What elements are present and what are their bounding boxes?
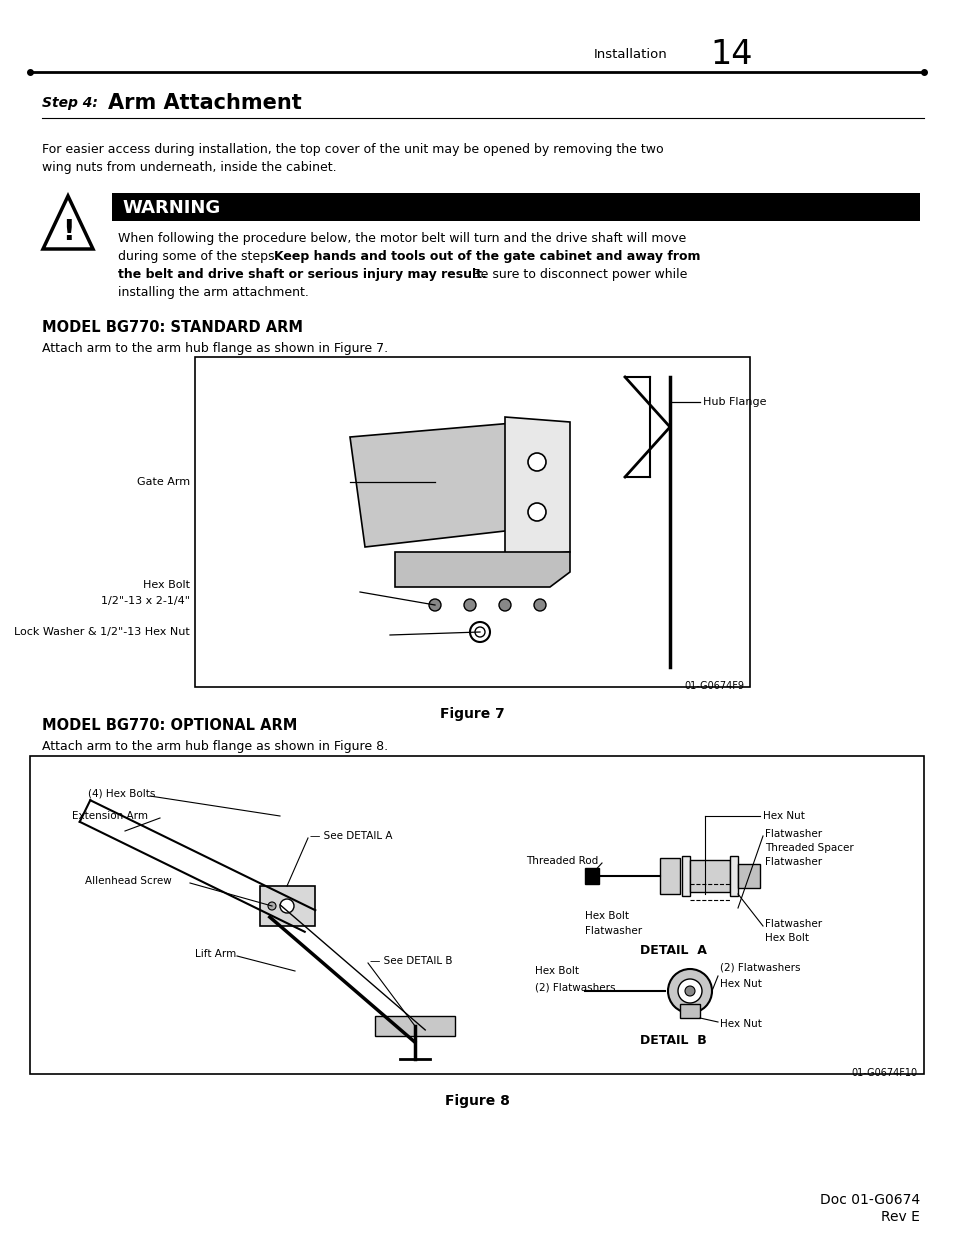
Text: Rev E: Rev E xyxy=(881,1210,919,1224)
Circle shape xyxy=(268,902,275,910)
Circle shape xyxy=(498,599,511,611)
Bar xyxy=(681,856,689,897)
Text: Hex Nut: Hex Nut xyxy=(720,1019,761,1029)
Text: Step 4:: Step 4: xyxy=(42,96,98,110)
Text: WARNING: WARNING xyxy=(122,199,220,217)
Text: DETAIL  B: DETAIL B xyxy=(639,1035,706,1047)
Text: 1/2"-13 x 2-1/4": 1/2"-13 x 2-1/4" xyxy=(101,597,190,606)
Text: Extension Arm: Extension Arm xyxy=(71,811,148,821)
Circle shape xyxy=(684,986,695,995)
Text: installing the arm attachment.: installing the arm attachment. xyxy=(118,287,309,299)
Text: (2) Flatwashers: (2) Flatwashers xyxy=(535,983,615,993)
Bar xyxy=(689,860,729,892)
Text: during some of the steps.: during some of the steps. xyxy=(118,249,286,263)
Text: Be sure to disconnect power while: Be sure to disconnect power while xyxy=(463,268,687,282)
Text: the belt and drive shaft or serious injury may result.: the belt and drive shaft or serious inju… xyxy=(118,268,486,282)
Text: Hex Bolt: Hex Bolt xyxy=(535,966,578,976)
Text: Hub Flange: Hub Flange xyxy=(702,396,765,408)
Text: Hex Bolt: Hex Bolt xyxy=(143,580,190,590)
Circle shape xyxy=(470,622,490,642)
Text: DETAIL  A: DETAIL A xyxy=(639,945,706,957)
Text: Threaded Spacer: Threaded Spacer xyxy=(764,844,853,853)
Text: Lift Arm: Lift Arm xyxy=(194,948,236,960)
Text: Gate Arm: Gate Arm xyxy=(136,477,190,487)
Text: (2) Flatwashers: (2) Flatwashers xyxy=(720,963,800,973)
Circle shape xyxy=(280,899,294,913)
Text: (4) Hex Bolts: (4) Hex Bolts xyxy=(88,789,155,799)
Text: 01-G0674F10: 01-G0674F10 xyxy=(851,1068,917,1078)
Circle shape xyxy=(463,599,476,611)
Circle shape xyxy=(534,599,545,611)
Polygon shape xyxy=(395,552,569,587)
Text: Figure 7: Figure 7 xyxy=(439,706,504,721)
Text: Lock Washer & 1/2"-13 Hex Nut: Lock Washer & 1/2"-13 Hex Nut xyxy=(14,627,190,637)
Text: — See DETAIL A: — See DETAIL A xyxy=(310,831,392,841)
Text: Threaded Rod: Threaded Rod xyxy=(525,856,598,866)
Polygon shape xyxy=(375,1016,455,1036)
Circle shape xyxy=(429,599,440,611)
Bar xyxy=(260,885,314,926)
Bar xyxy=(729,856,738,897)
Text: 14: 14 xyxy=(709,38,752,72)
Bar xyxy=(194,357,749,687)
Text: Attach arm to the arm hub flange as shown in Figure 8.: Attach arm to the arm hub flange as show… xyxy=(42,740,388,753)
Circle shape xyxy=(667,969,711,1013)
Circle shape xyxy=(527,503,545,521)
Text: Arm Attachment: Arm Attachment xyxy=(108,93,301,112)
Text: For easier access during installation, the top cover of the unit may be opened b: For easier access during installation, t… xyxy=(42,143,663,156)
Text: Flatwasher: Flatwasher xyxy=(764,857,821,867)
Bar xyxy=(679,1004,700,1018)
Bar xyxy=(659,858,679,894)
Text: !: ! xyxy=(62,219,74,246)
Text: Attach arm to the arm hub flange as shown in Figure 7.: Attach arm to the arm hub flange as show… xyxy=(42,342,388,354)
Text: — See DETAIL B: — See DETAIL B xyxy=(370,956,452,966)
Circle shape xyxy=(475,627,484,637)
Text: Keep hands and tools out of the gate cabinet and away from: Keep hands and tools out of the gate cab… xyxy=(274,249,700,263)
Polygon shape xyxy=(350,422,539,547)
Text: wing nuts from underneath, inside the cabinet.: wing nuts from underneath, inside the ca… xyxy=(42,161,336,174)
Text: When following the procedure below, the motor belt will turn and the drive shaft: When following the procedure below, the … xyxy=(118,232,685,245)
Circle shape xyxy=(527,453,545,471)
Text: MODEL BG770: OPTIONAL ARM: MODEL BG770: OPTIONAL ARM xyxy=(42,718,297,734)
Text: Allenhead Screw: Allenhead Screw xyxy=(85,876,172,885)
Bar xyxy=(584,868,598,884)
Polygon shape xyxy=(43,196,92,249)
Circle shape xyxy=(678,979,701,1003)
Text: Doc 01-G0674: Doc 01-G0674 xyxy=(819,1193,919,1207)
Text: Hex Bolt: Hex Bolt xyxy=(584,911,628,921)
Text: Flatwasher: Flatwasher xyxy=(584,926,641,936)
Text: Installation: Installation xyxy=(594,48,667,62)
Text: Flatwasher: Flatwasher xyxy=(764,829,821,839)
Bar xyxy=(30,756,923,1074)
Text: MODEL BG770: STANDARD ARM: MODEL BG770: STANDARD ARM xyxy=(42,320,303,335)
Text: Hex Nut: Hex Nut xyxy=(762,811,804,821)
Polygon shape xyxy=(504,417,569,557)
Text: Hex Bolt: Hex Bolt xyxy=(764,932,808,944)
Bar xyxy=(112,193,919,221)
Text: 01-G0674F9: 01-G0674F9 xyxy=(683,680,743,692)
Text: Figure 8: Figure 8 xyxy=(444,1094,509,1108)
Text: Flatwasher: Flatwasher xyxy=(764,919,821,929)
Bar xyxy=(738,864,760,888)
Text: Hex Nut: Hex Nut xyxy=(720,979,761,989)
